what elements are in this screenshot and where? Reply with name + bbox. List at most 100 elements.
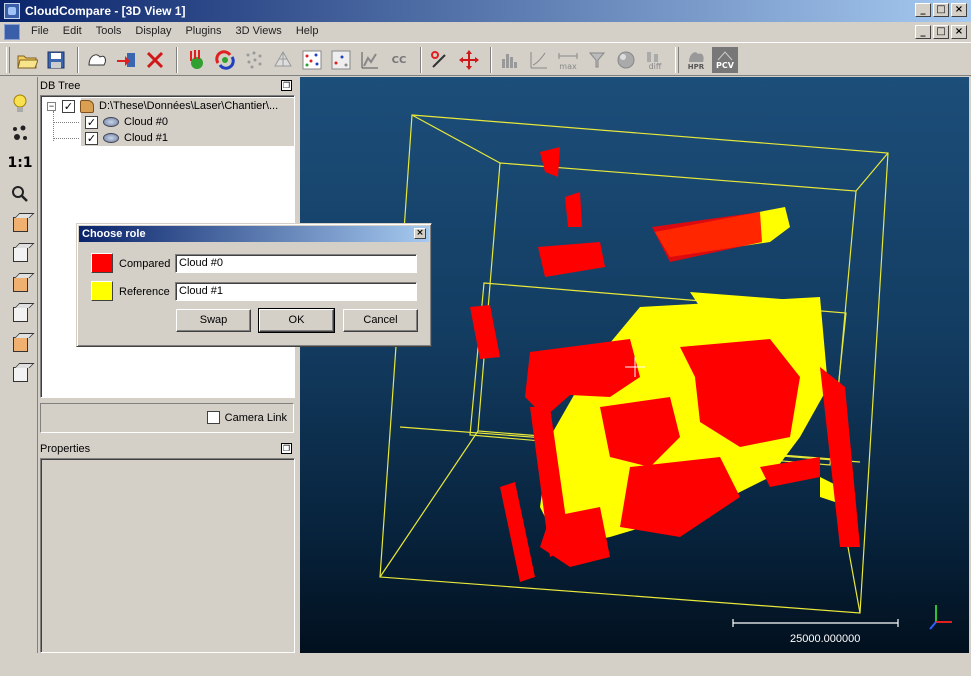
translate-rotate-icon[interactable]	[456, 47, 482, 73]
choose-role-dialog: Choose role × Compared Cloud #0 Referenc…	[76, 223, 432, 347]
menu-file[interactable]: File	[31, 25, 49, 37]
view-bottom-icon[interactable]	[6, 301, 34, 327]
clone-icon[interactable]	[84, 47, 110, 73]
view-front-icon[interactable]	[6, 211, 34, 237]
light-bulb-icon[interactable]	[6, 91, 34, 117]
mesh-icon[interactable]	[270, 47, 296, 73]
view-left-icon[interactable]	[6, 331, 34, 357]
tree-root-item[interactable]: − ✓ D:\These\Données\Laser\Chantier\...	[47, 98, 278, 114]
db-tree-title-bar: DB Tree ❐	[38, 78, 296, 94]
reference-label: Reference	[119, 286, 170, 298]
cc-label: CC	[391, 54, 407, 66]
minimize-button[interactable]: _	[915, 3, 931, 17]
normals-icon[interactable]	[183, 47, 209, 73]
menu-edit[interactable]: Edit	[62, 25, 82, 37]
noise-icon[interactable]	[299, 47, 325, 73]
segment-icon[interactable]	[427, 47, 453, 73]
camera-link-label: Camera Link	[224, 411, 287, 424]
swap-button[interactable]: Swap	[176, 309, 251, 332]
tree-collapse-icon[interactable]: −	[47, 100, 56, 111]
status-bar	[0, 653, 971, 676]
export-icon[interactable]	[113, 47, 139, 73]
reference-field[interactable]: Cloud #1	[175, 282, 417, 301]
open-icon[interactable]	[14, 47, 40, 73]
dialog-title: Choose role	[82, 228, 146, 240]
histogram-icon[interactable]	[497, 47, 523, 73]
scale-bar	[732, 619, 899, 627]
view-right-icon[interactable]	[6, 361, 34, 387]
camera-link-toggle[interactable]: Camera Link	[206, 411, 287, 424]
save-icon[interactable]	[43, 47, 69, 73]
toolbar-gripper-2[interactable]	[675, 47, 679, 73]
point-cloud-render[interactable]	[300, 77, 969, 653]
cloud-0-checkbox[interactable]: ✓	[85, 115, 98, 129]
db-tree-float-button[interactable]: ❐	[281, 80, 292, 91]
scale-label: 25000.000000	[790, 633, 861, 645]
distance-icon[interactable]	[328, 47, 354, 73]
title-bar: CloudCompare - [3D View 1] _ □ ×	[0, 0, 971, 22]
view-top-icon[interactable]	[6, 271, 34, 297]
properties-float-button[interactable]: ❐	[281, 443, 292, 454]
point-cloud-icon	[103, 117, 119, 127]
tree-root-checkbox[interactable]: ✓	[62, 99, 75, 113]
properties-title: Properties	[40, 443, 91, 455]
mdi-close-button[interactable]: ×	[951, 25, 967, 39]
reference-color-swatch	[91, 281, 113, 301]
hpr-icon[interactable]: HPR	[683, 47, 709, 73]
filter-icon[interactable]	[584, 47, 610, 73]
db-tree-title: DB Tree	[40, 80, 81, 92]
window-title: CloudCompare - [3D View 1]	[25, 4, 186, 18]
view-back-icon[interactable]	[6, 241, 34, 267]
sphere-icon[interactable]	[613, 47, 639, 73]
close-button[interactable]: ×	[951, 3, 967, 17]
3d-view[interactable]: 25000.000000	[300, 77, 969, 653]
axis-trihedron-icon	[929, 605, 952, 630]
tree-item-cloud-1[interactable]: ✓ Cloud #1	[85, 130, 168, 146]
document-icon[interactable]	[4, 24, 20, 40]
folder-icon	[80, 99, 94, 113]
cloud-1-checkbox[interactable]: ✓	[85, 131, 98, 145]
compared-label: Compared	[119, 258, 171, 270]
diff-label: diff	[648, 61, 662, 71]
menu-bar: File Edit Tools Display Plugins 3D Views Help …	[0, 22, 971, 42]
toolbar-gripper[interactable]	[6, 47, 10, 73]
max-label: max	[559, 61, 577, 71]
connected-components-icon[interactable]: CC	[386, 47, 412, 73]
menu-tools[interactable]: Tools	[95, 25, 122, 37]
max-distance-icon[interactable]: max	[555, 47, 581, 73]
menu-help[interactable]: Help	[295, 25, 319, 37]
zoom-1to1-icon[interactable]: 1:1	[7, 155, 33, 171]
dialog-title-bar[interactable]: Choose role ×	[79, 226, 429, 242]
app-icon	[4, 3, 20, 19]
cancel-button[interactable]: Cancel	[343, 309, 418, 332]
ok-button[interactable]: OK	[258, 308, 335, 333]
tree-item-cloud-0[interactable]: ✓ Cloud #0	[85, 114, 168, 130]
zoom-icon[interactable]	[6, 181, 34, 207]
point-cloud-icon	[103, 133, 119, 143]
mdi-minimize-button[interactable]: _	[915, 25, 931, 39]
point-size-icon[interactable]	[6, 121, 34, 147]
properties-panel[interactable]	[40, 458, 295, 653]
view-toolbar: 1:1	[0, 77, 38, 676]
menu-plugins[interactable]: Plugins	[185, 25, 222, 37]
registration-icon[interactable]	[212, 47, 238, 73]
compared-field[interactable]: Cloud #0	[175, 254, 417, 273]
statistics-icon[interactable]	[357, 47, 383, 73]
subsample-icon[interactable]	[241, 47, 267, 73]
main-toolbar: CC max diff HP	[0, 42, 971, 76]
pcv-icon[interactable]: PCV	[712, 47, 738, 73]
maximize-button[interactable]: □	[933, 3, 949, 17]
delete-icon[interactable]	[142, 47, 168, 73]
curvature-icon[interactable]	[526, 47, 552, 73]
properties-title-bar: Properties ❐	[38, 441, 296, 457]
compared-color-swatch	[91, 253, 113, 273]
diff-icon[interactable]: diff	[642, 47, 668, 73]
camera-link-checkbox[interactable]	[206, 411, 220, 424]
menu-display[interactable]: Display	[135, 25, 172, 37]
dialog-close-button[interactable]: ×	[414, 228, 426, 239]
mdi-restore-button[interactable]: □	[933, 25, 949, 39]
menu-3d-views[interactable]: 3D Views	[235, 25, 282, 37]
hpr-label: HPR	[687, 62, 705, 71]
pcv-label: PCV	[716, 61, 734, 70]
camera-link-box: Camera Link	[40, 403, 294, 433]
